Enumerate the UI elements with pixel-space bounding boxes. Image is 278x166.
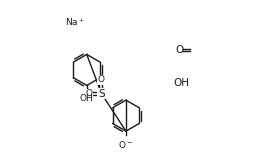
Text: OH: OH xyxy=(173,78,189,88)
Text: Na$^+$: Na$^+$ xyxy=(65,17,85,28)
Text: O: O xyxy=(175,45,183,55)
Text: O$^-$: O$^-$ xyxy=(118,139,133,150)
Text: S: S xyxy=(98,89,105,99)
Text: O: O xyxy=(86,89,93,98)
Text: OH: OH xyxy=(80,94,94,103)
Text: O: O xyxy=(97,75,104,84)
